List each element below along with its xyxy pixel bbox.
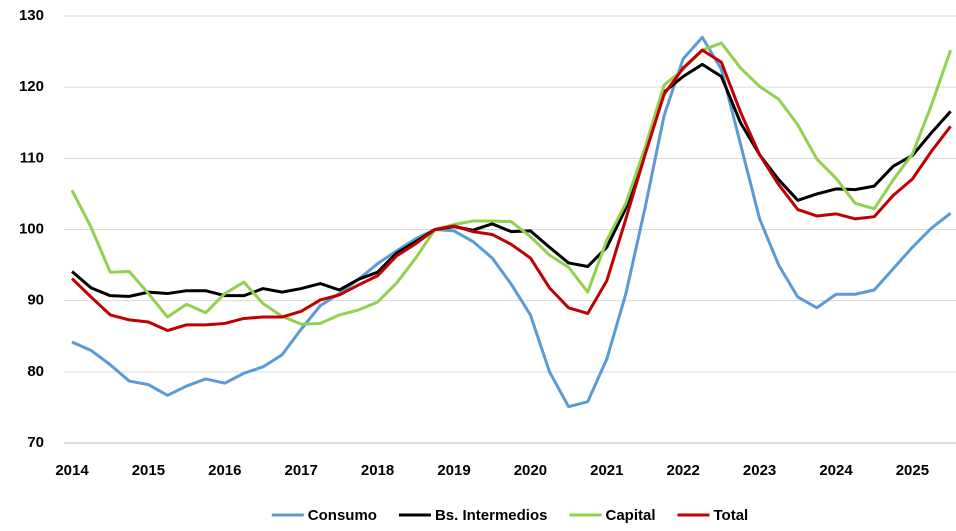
y-tick-label: 100 bbox=[19, 220, 44, 237]
legend-label: Capital bbox=[605, 507, 655, 524]
legend-label: Total bbox=[714, 507, 749, 524]
series-line bbox=[70, 41, 953, 326]
x-tick-label: 2018 bbox=[361, 462, 394, 479]
x-tick-label: 2022 bbox=[667, 462, 700, 479]
series-line bbox=[71, 35, 952, 409]
y-tick-label: 130 bbox=[19, 7, 44, 24]
x-tick-label: 2025 bbox=[896, 462, 929, 479]
x-tick-label: 2021 bbox=[590, 462, 623, 479]
legend: Consumo Bs. Intermedios Capital Total bbox=[271, 507, 749, 524]
x-tick-label: 2024 bbox=[819, 462, 853, 479]
x-tick-label: 2023 bbox=[743, 462, 776, 479]
y-tick-label: 80 bbox=[27, 363, 44, 380]
x-tick-label: 2015 bbox=[132, 462, 165, 479]
x-tick-label: 2020 bbox=[514, 462, 547, 479]
x-tick-label: 2014 bbox=[55, 462, 89, 479]
y-tick-label: 110 bbox=[20, 149, 44, 166]
series-line bbox=[71, 62, 952, 298]
legend-label: Bs. Intermedios bbox=[435, 507, 548, 524]
y-tick-label: 70 bbox=[27, 434, 44, 451]
y-tick-label: 120 bbox=[19, 78, 44, 95]
y-tick-label: 90 bbox=[27, 292, 44, 309]
x-tick-label: 2016 bbox=[208, 462, 241, 479]
series-line bbox=[70, 48, 952, 333]
x-tick-label: 2017 bbox=[285, 462, 318, 479]
x-tick-label: 2019 bbox=[437, 462, 470, 479]
legend-label: Consumo bbox=[308, 507, 377, 524]
